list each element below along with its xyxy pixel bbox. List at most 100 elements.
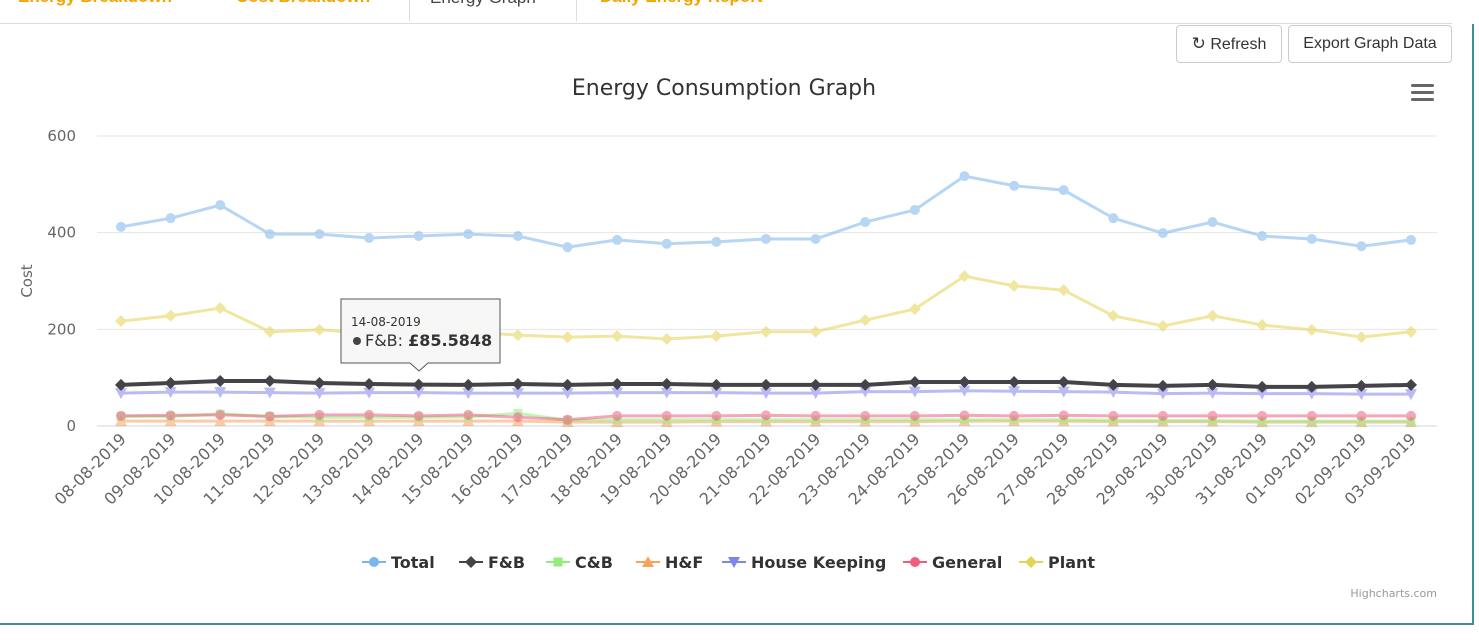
data-point[interactable] bbox=[1008, 376, 1021, 389]
legend-item[interactable]: Plant bbox=[1019, 553, 1095, 572]
legend-symbol[interactable] bbox=[642, 556, 654, 567]
legend-symbol[interactable] bbox=[1025, 556, 1037, 568]
data-point[interactable] bbox=[660, 377, 673, 390]
data-point[interactable] bbox=[1107, 387, 1120, 399]
data-point[interactable] bbox=[562, 242, 573, 253]
data-point[interactable] bbox=[511, 377, 524, 390]
data-point[interactable] bbox=[909, 410, 920, 421]
data-point[interactable] bbox=[1058, 185, 1069, 196]
data-point[interactable] bbox=[1008, 386, 1021, 398]
data-point[interactable] bbox=[1206, 378, 1219, 391]
data-point[interactable] bbox=[1057, 284, 1070, 297]
data-point[interactable] bbox=[809, 378, 822, 391]
data-point[interactable] bbox=[958, 376, 971, 389]
data-point[interactable] bbox=[1057, 376, 1070, 389]
data-point[interactable] bbox=[462, 378, 475, 391]
data-point[interactable] bbox=[264, 411, 275, 422]
legend-symbol[interactable] bbox=[728, 557, 740, 568]
data-point[interactable] bbox=[1406, 410, 1416, 421]
data-point[interactable] bbox=[1058, 410, 1069, 421]
data-point[interactable] bbox=[1405, 378, 1417, 391]
data-point[interactable] bbox=[363, 377, 376, 390]
data-point[interactable] bbox=[511, 329, 524, 342]
data-point[interactable] bbox=[1206, 388, 1219, 400]
data-point[interactable] bbox=[116, 221, 126, 232]
data-point[interactable] bbox=[1256, 388, 1269, 400]
tab-daily-energy-report[interactable]: Daily Energy Report bbox=[600, 0, 763, 22]
data-point[interactable] bbox=[314, 229, 325, 240]
data-point[interactable] bbox=[1107, 378, 1120, 391]
data-point[interactable] bbox=[364, 232, 375, 243]
data-point[interactable] bbox=[660, 387, 673, 399]
data-point[interactable] bbox=[115, 388, 127, 400]
data-point[interactable] bbox=[661, 238, 672, 249]
data-point[interactable] bbox=[1008, 279, 1021, 292]
data-point[interactable] bbox=[711, 410, 722, 421]
data-point[interactable] bbox=[958, 385, 971, 397]
data-point[interactable] bbox=[562, 414, 573, 425]
legend-symbol[interactable] bbox=[553, 557, 563, 567]
data-point[interactable] bbox=[959, 410, 970, 421]
data-point[interactable] bbox=[761, 233, 771, 244]
data-point[interactable] bbox=[463, 229, 474, 240]
data-point[interactable] bbox=[512, 412, 523, 423]
data-point[interactable] bbox=[1207, 410, 1218, 421]
data-point[interactable] bbox=[462, 388, 475, 400]
data-point[interactable] bbox=[1306, 233, 1317, 244]
data-point[interactable] bbox=[611, 387, 624, 399]
data-point[interactable] bbox=[1156, 388, 1169, 400]
data-point[interactable] bbox=[164, 309, 177, 322]
data-point[interactable] bbox=[214, 302, 227, 315]
data-point[interactable] bbox=[1356, 410, 1367, 421]
data-point[interactable] bbox=[363, 387, 376, 399]
data-point[interactable] bbox=[164, 387, 177, 399]
data-point[interactable] bbox=[263, 325, 276, 338]
data-point[interactable] bbox=[711, 236, 722, 247]
data-point[interactable] bbox=[463, 409, 474, 420]
data-point[interactable] bbox=[115, 315, 127, 328]
data-point[interactable] bbox=[413, 410, 424, 421]
data-point[interactable] bbox=[116, 410, 126, 421]
data-point[interactable] bbox=[214, 415, 227, 427]
data-point[interactable] bbox=[1256, 380, 1269, 393]
data-point[interactable] bbox=[511, 388, 524, 400]
data-point[interactable] bbox=[761, 410, 771, 421]
data-point[interactable] bbox=[760, 378, 772, 391]
data-point[interactable] bbox=[314, 409, 325, 420]
data-point[interactable] bbox=[1305, 380, 1318, 393]
data-point[interactable] bbox=[1057, 386, 1070, 398]
data-point[interactable] bbox=[859, 314, 872, 327]
data-point[interactable] bbox=[810, 410, 821, 421]
legend-symbol[interactable] bbox=[369, 557, 379, 567]
legend-symbol[interactable] bbox=[465, 556, 477, 568]
data-point[interactable] bbox=[364, 409, 375, 420]
data-point[interactable] bbox=[908, 303, 921, 316]
data-point[interactable] bbox=[710, 387, 723, 399]
data-point[interactable] bbox=[959, 171, 970, 182]
data-point[interactable] bbox=[214, 387, 227, 399]
legend-item[interactable]: C&B bbox=[546, 553, 613, 572]
data-point[interactable] bbox=[611, 377, 624, 390]
data-point[interactable] bbox=[512, 231, 523, 242]
data-point[interactable] bbox=[263, 387, 276, 399]
legend-item[interactable]: Total bbox=[362, 553, 435, 572]
data-point[interactable] bbox=[1306, 410, 1317, 421]
data-point[interactable] bbox=[561, 331, 574, 344]
data-point[interactable] bbox=[1305, 323, 1318, 336]
data-point[interactable] bbox=[1355, 379, 1368, 392]
data-point[interactable] bbox=[909, 204, 920, 215]
data-point[interactable] bbox=[1108, 410, 1119, 421]
data-point[interactable] bbox=[561, 388, 574, 400]
legend-symbol[interactable] bbox=[910, 557, 920, 567]
data-point[interactable] bbox=[860, 217, 871, 228]
data-point[interactable] bbox=[1009, 180, 1020, 191]
data-point[interactable] bbox=[1206, 309, 1219, 322]
tab-energy-breakdown[interactable]: Energy Breakdown bbox=[18, 0, 172, 22]
data-point[interactable] bbox=[1156, 319, 1169, 332]
data-point[interactable] bbox=[1356, 241, 1367, 252]
data-point[interactable] bbox=[1107, 309, 1120, 322]
data-point[interactable] bbox=[215, 409, 226, 420]
data-point[interactable] bbox=[1356, 416, 1366, 426]
data-point[interactable] bbox=[958, 270, 971, 283]
data-point[interactable] bbox=[165, 410, 176, 421]
